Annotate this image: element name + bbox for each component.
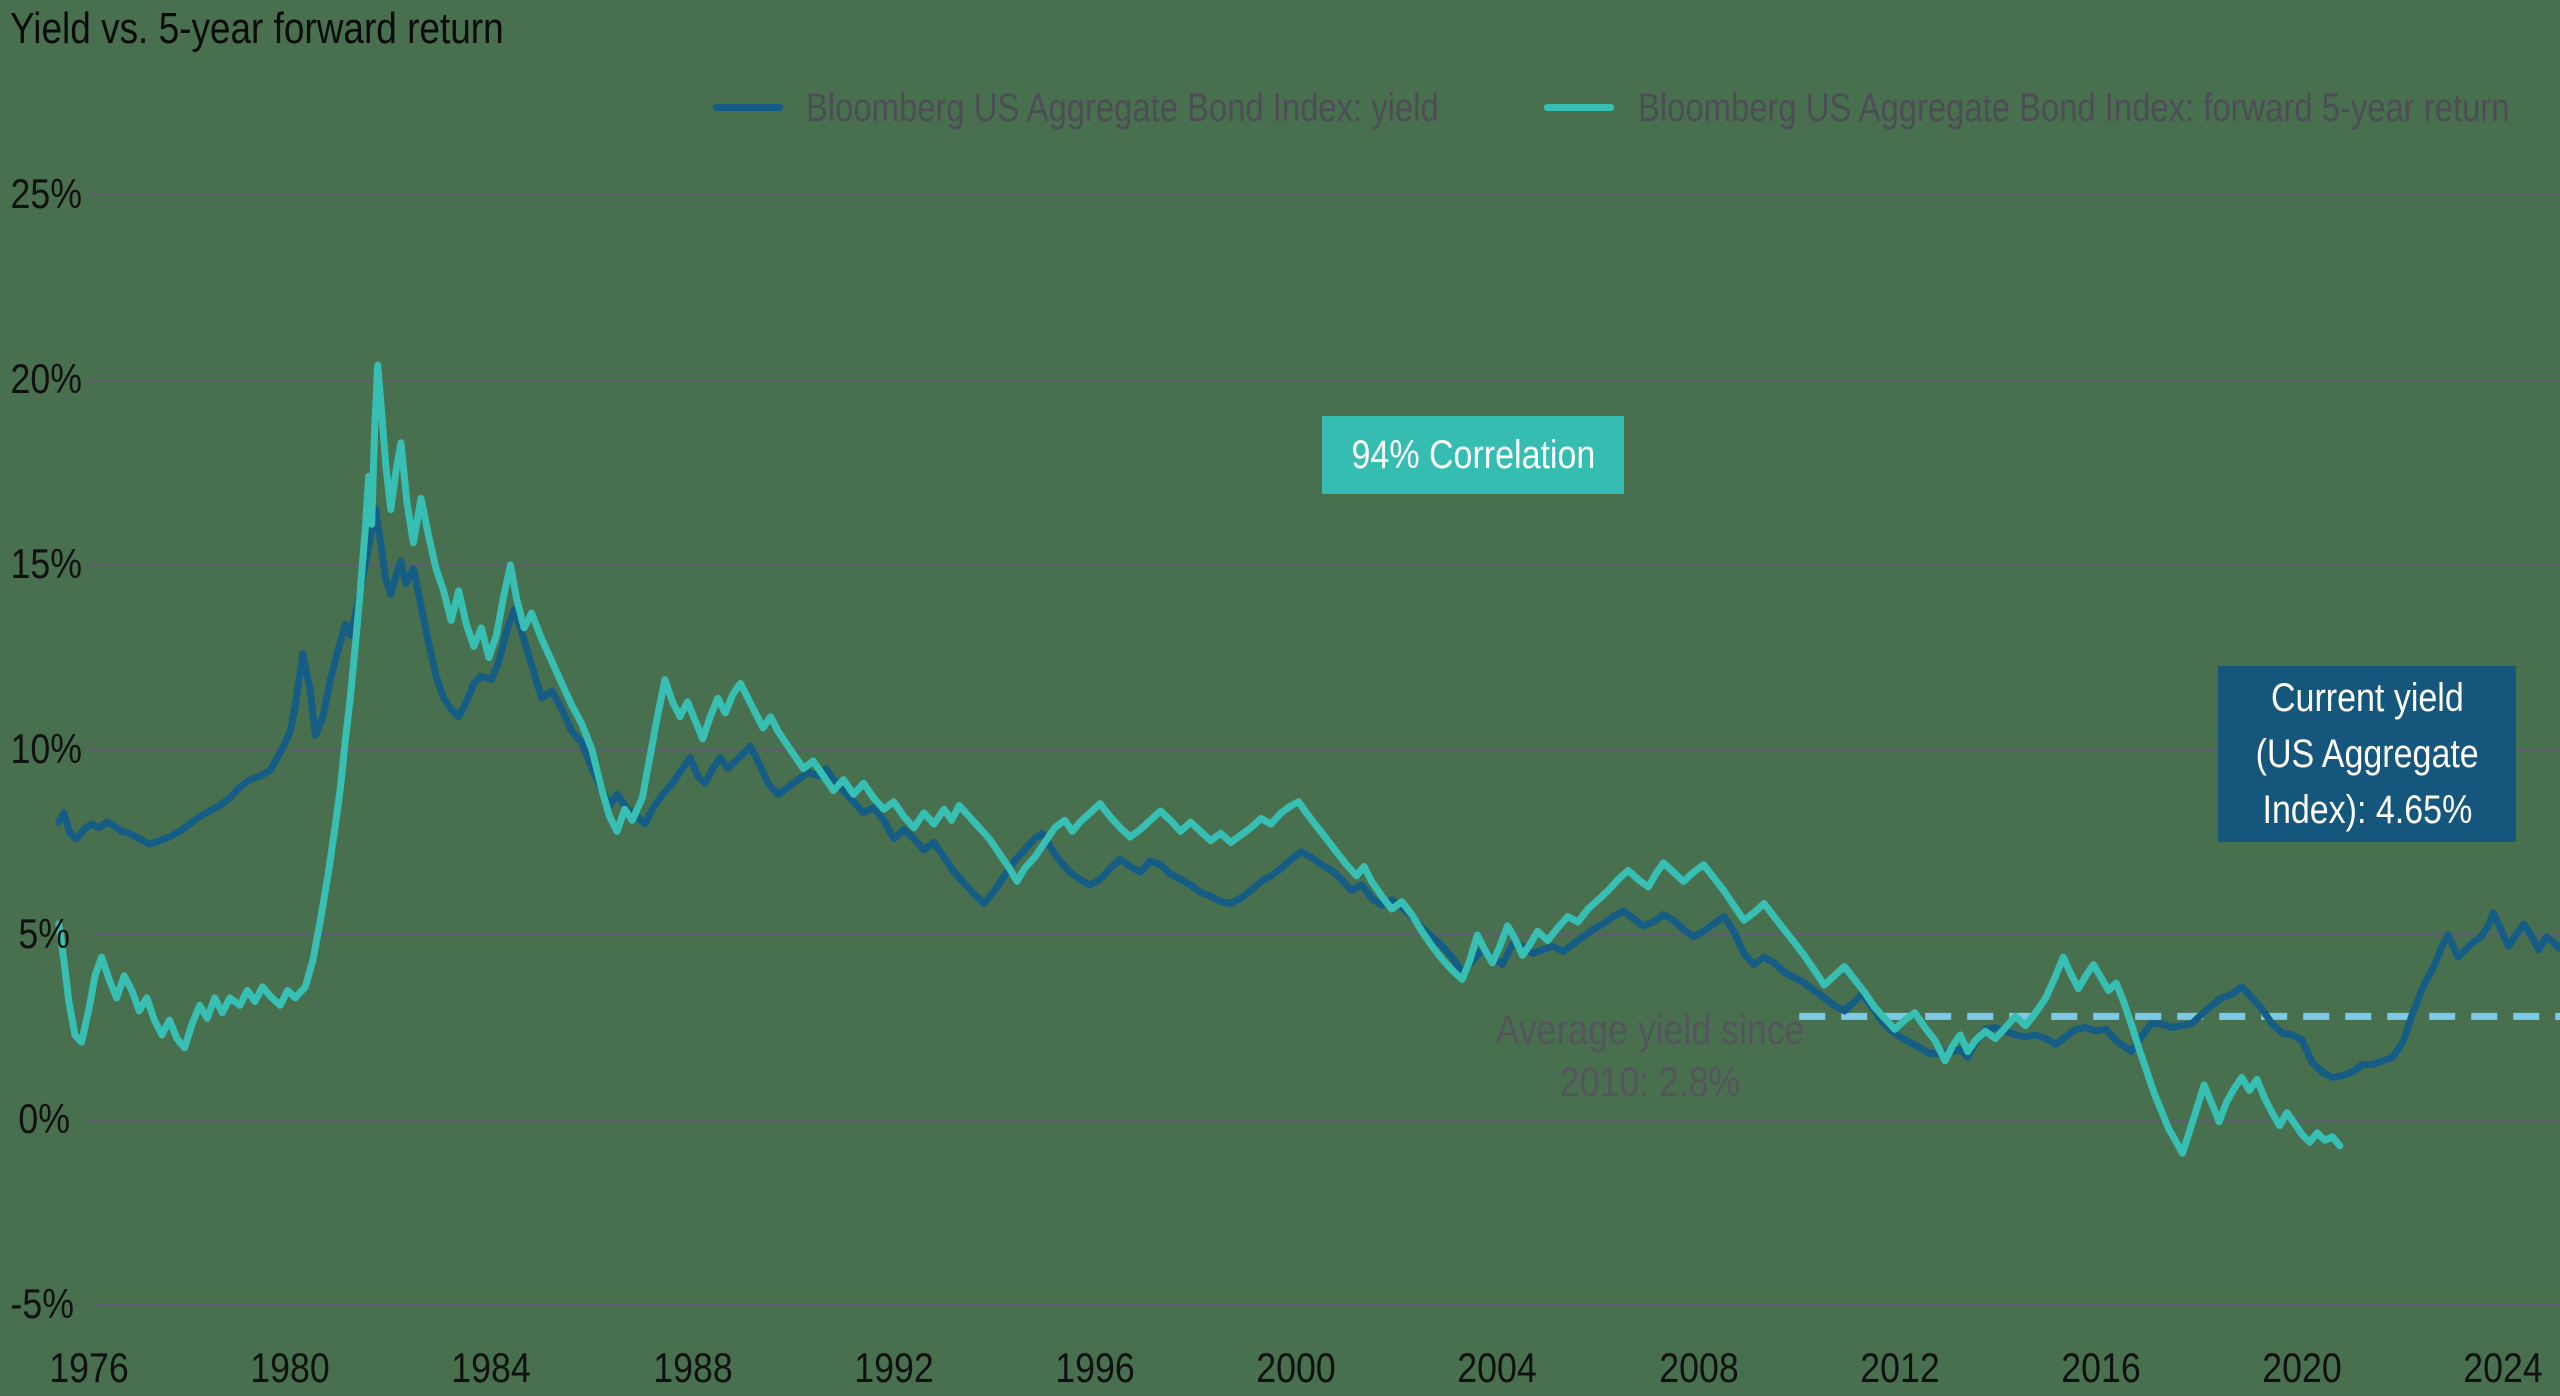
current-yield-callout: Current yield (US Aggregate Index): 4.65…	[2218, 666, 2516, 842]
series-line-yield	[55, 506, 2560, 1081]
current-yield-line-2: (US Aggregate	[2255, 732, 2479, 776]
x-tick-label-1988: 1988	[652, 1344, 733, 1391]
correlation-badge: 94% Correlation	[1322, 416, 1624, 494]
y-tick-label--5: -5%	[10, 1280, 74, 1327]
x-tick-label-1984: 1984	[451, 1344, 532, 1391]
average-yield-line-1: Average yield since	[1495, 1006, 1805, 1053]
current-yield-line-1: Current yield	[2270, 676, 2464, 720]
x-tick-label-1996: 1996	[1055, 1344, 1135, 1391]
x-tick-label-2008: 2008	[1658, 1344, 1739, 1391]
x-tick-label-1976: 1976	[49, 1344, 129, 1391]
y-tick-label-10: 10%	[10, 725, 82, 772]
page-title: Yield vs. 5-year forward return	[10, 4, 504, 53]
legend-swatch-forward-return	[1544, 104, 1614, 111]
x-tick-label-2004: 2004	[1457, 1344, 1538, 1391]
legend-label-forward-return: Bloomberg US Aggregate Bond Index: forwa…	[1638, 86, 2510, 130]
x-tick-label-1992: 1992	[854, 1344, 934, 1391]
correlation-badge-text: 94% Correlation	[1351, 432, 1595, 477]
x-tick-label-2016: 2016	[2061, 1344, 2141, 1391]
series-line-forward-return	[55, 361, 2344, 1157]
current-yield-line-3: Index): 4.65%	[2262, 788, 2472, 832]
y-tick-label-5: 5%	[18, 910, 70, 957]
average-yield-annotation: Average yield since 2010: 2.8%	[1440, 1004, 1860, 1108]
x-tick-label-1980: 1980	[250, 1344, 330, 1391]
legend-label-yield: Bloomberg US Aggregate Bond Index: yield	[806, 86, 1439, 130]
average-yield-line-2: 2010: 2.8%	[1559, 1058, 1741, 1105]
y-tick-label-20: 20%	[10, 355, 82, 402]
y-tick-label-15: 15%	[10, 540, 82, 587]
y-tick-label-25: 25%	[10, 170, 82, 217]
x-tick-label-2012: 2012	[1860, 1344, 1940, 1391]
legend-swatch-yield	[713, 104, 783, 111]
x-tick-label-2000: 2000	[1256, 1344, 1336, 1391]
y-tick-label-0: 0%	[18, 1095, 70, 1142]
x-tick-label-2020: 2020	[2262, 1344, 2342, 1391]
x-tick-label-2024: 2024	[2463, 1344, 2544, 1391]
